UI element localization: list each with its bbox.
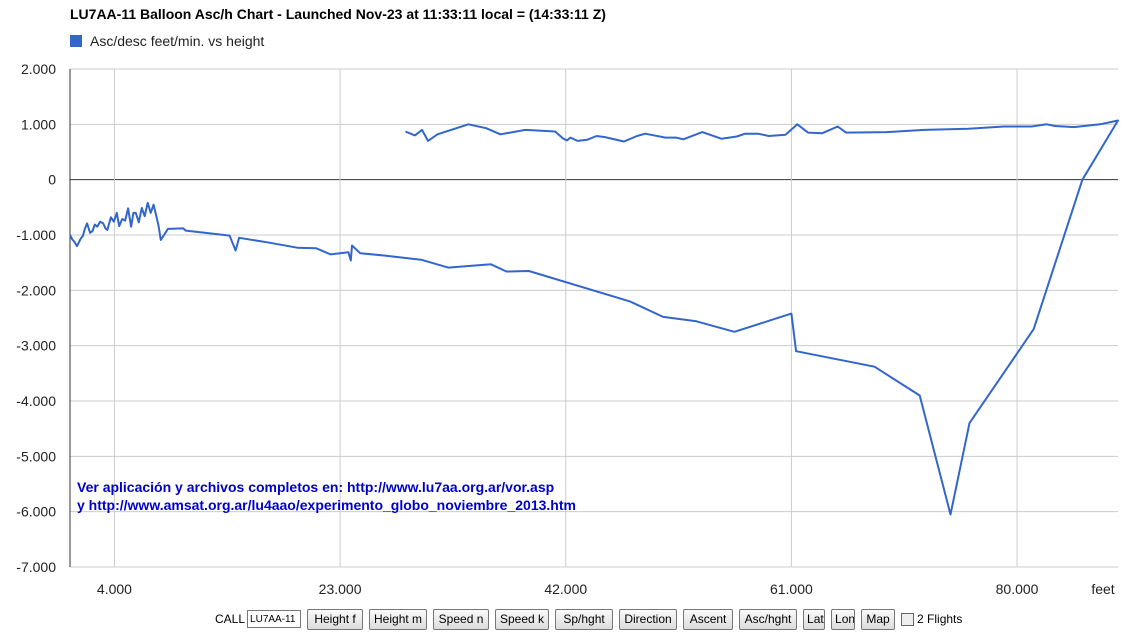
- longitude-button[interactable]: Lon: [831, 608, 856, 630]
- x-tick-label: 4.000: [97, 581, 132, 597]
- y-tick-labels: 2.000 1.000 0 -1.000 -2.000 -3.000 -4.000 -5.00…: [16, 61, 56, 575]
- y-tick-label: -5.000: [16, 448, 56, 464]
- two-flights-checkbox[interactable]: [901, 612, 915, 626]
- x-tick-label: 61.000: [770, 581, 813, 597]
- chart-title: LU7AA-11 Balloon Asc/h Chart - Launched …: [70, 6, 606, 22]
- chart-plot: 2.000 1.000 0 -1.000 -2.000 -3.000 -4.000 -5.00…: [16, 61, 1119, 597]
- height-feet-button[interactable]: Height f: [307, 608, 364, 630]
- y-tick-label: 2.000: [21, 61, 56, 77]
- asc-height-button[interactable]: Asc/hght: [739, 608, 798, 630]
- latitude-button[interactable]: Lat: [803, 608, 826, 630]
- info-note: Ver aplicación y archivos completos en: …: [77, 478, 576, 514]
- legend-swatch: [70, 35, 82, 47]
- y-tick-label: -1.000: [16, 227, 56, 243]
- series-line: [69, 119, 1119, 516]
- direction-button[interactable]: Direction: [619, 608, 678, 630]
- call-label: CALL: [215, 612, 246, 626]
- y-tick-label: -7.000: [16, 559, 56, 575]
- y-tick-label: -2.000: [16, 282, 56, 298]
- info-note-line-1: Ver aplicación y archivos completos en: …: [77, 479, 555, 495]
- map-button[interactable]: Map: [861, 608, 896, 630]
- control-bar: CALL Height f Height m Speed n Speed k S…: [215, 608, 962, 630]
- x-axis-label: feet: [1091, 581, 1114, 597]
- y-tick-label: -3.000: [16, 338, 56, 354]
- speed-height-button[interactable]: Sp/hght: [555, 608, 614, 630]
- y-tick-label: 0: [48, 172, 56, 188]
- x-tick-labels: 4.000 23.000 42.000 61.000 80.000: [97, 581, 1039, 597]
- y-tick-label: -6.000: [16, 504, 56, 520]
- height-meters-button[interactable]: Height m: [369, 608, 428, 630]
- x-tick-label: 42.000: [544, 581, 587, 597]
- ascent-button[interactable]: Ascent: [683, 608, 734, 630]
- series: [69, 119, 1119, 516]
- y-tick-label: 1.000: [21, 116, 56, 132]
- speed-kmh-button[interactable]: Speed k: [495, 608, 550, 630]
- y-tick-label: -4.000: [16, 393, 56, 409]
- call-input[interactable]: [247, 610, 302, 628]
- two-flights-label: 2 Flights: [917, 612, 963, 626]
- x-tick-label: 23.000: [319, 581, 362, 597]
- legend: Asc/desc feet/min. vs height: [70, 33, 264, 49]
- info-note-line-2: y http://www.amsat.org.ar/lu4aao/experim…: [77, 497, 576, 513]
- grid-lines: [70, 68, 1118, 568]
- x-tick-label: 80.000: [996, 581, 1039, 597]
- speed-knots-button[interactable]: Speed n: [433, 608, 490, 630]
- legend-label: Asc/desc feet/min. vs height: [90, 33, 265, 49]
